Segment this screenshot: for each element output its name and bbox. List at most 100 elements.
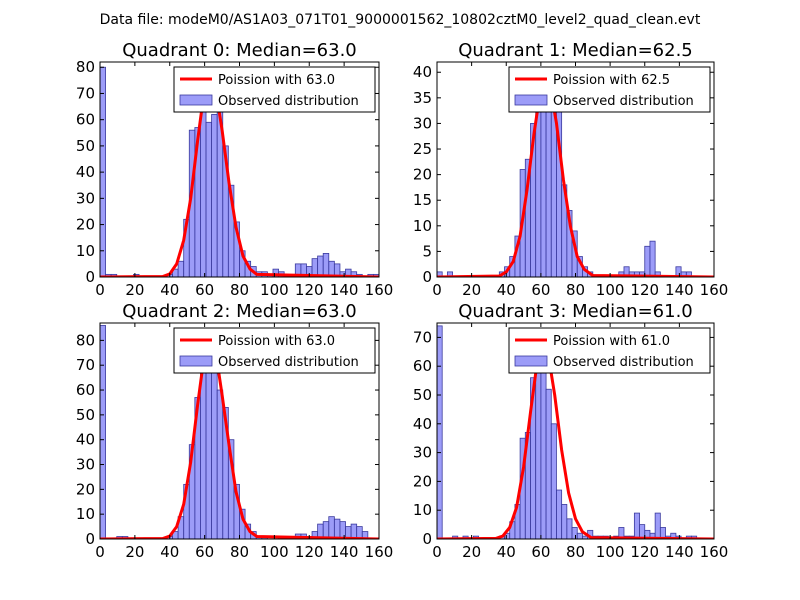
x-tick-label: 60 <box>195 543 214 561</box>
x-tick-label: 120 <box>295 543 324 561</box>
plot-data <box>437 325 714 539</box>
histogram-bar <box>333 518 341 539</box>
x-tick-label: 40 <box>497 281 516 299</box>
x-tick-label: 40 <box>497 543 516 561</box>
histogram-bar <box>205 121 213 277</box>
x-tick-label: 100 <box>260 281 289 299</box>
x-tick-label: 160 <box>700 543 729 561</box>
legend-observed-swatch <box>179 355 213 367</box>
histogram-bar <box>211 114 218 277</box>
y-tick-label: 70 <box>413 328 432 346</box>
x-tick-label: 80 <box>230 543 249 561</box>
legend: Poission with 61.0 Observed distribution <box>508 327 711 374</box>
y-tick-label: 60 <box>413 357 432 375</box>
legend-poisson-label: Poission with 62.5 <box>553 73 670 88</box>
histogram-bar <box>205 347 213 539</box>
legend-poisson-label: Poission with 63.0 <box>218 73 335 88</box>
histogram-bar <box>566 518 573 539</box>
y-tick-label: 40 <box>76 431 95 449</box>
x-tick-label: 100 <box>596 543 625 561</box>
x-tick-label: 100 <box>260 543 289 561</box>
quadrant-0-plot: 0 20 40 60 80 100 120 140 160 0 10 20 30 40 50 60 70 80 Qu… <box>76 40 393 299</box>
legend-observed-label: Observed distribution <box>553 94 694 109</box>
x-tick-label: 160 <box>365 281 394 299</box>
y-tick-label: 50 <box>76 406 95 424</box>
x-tick-label: 20 <box>462 281 481 299</box>
y-tick-label: 0 <box>422 530 432 548</box>
histogram-bar <box>339 521 346 539</box>
legend: Poission with 63.0 Observed distribution <box>173 66 376 113</box>
histogram-bar <box>644 245 651 277</box>
quadrant-title: Quadrant 1: Median=62.5 <box>458 40 693 61</box>
legend: Poission with 63.0 Observed distribution <box>173 327 376 374</box>
quadrant-2-plot: 0 20 40 60 80 100 120 140 160 0 10 20 30 40 50 60 70 80 Qu… <box>76 301 393 561</box>
x-tick-label: 0 <box>95 281 105 299</box>
legend-observed-swatch <box>514 355 548 367</box>
y-tick-label: 70 <box>76 84 95 102</box>
x-tick-label: 140 <box>665 281 694 299</box>
legend-poisson-label: Poission with 61.0 <box>553 334 670 349</box>
y-tick-label: 40 <box>413 63 432 81</box>
legend-poisson-label: Poission with 63.0 <box>218 334 335 349</box>
histogram-bar <box>317 255 324 277</box>
y-tick-label: 10 <box>413 501 432 519</box>
y-tick-label: 30 <box>76 456 95 474</box>
histogram-bar <box>437 325 443 539</box>
x-tick-label: 80 <box>566 281 585 299</box>
quadrant-3-plot: 0 20 40 60 80 100 120 140 160 0 10 20 30 40 50 60 70 Quad… <box>413 301 728 561</box>
legend-observed-swatch <box>514 94 548 106</box>
histogram-bar <box>211 359 218 539</box>
histogram-bar <box>177 260 185 277</box>
y-tick-label: 30 <box>413 114 432 132</box>
x-tick-label: 140 <box>665 543 694 561</box>
histogram-bar <box>535 107 542 277</box>
histogram-bar <box>545 388 552 539</box>
y-tick-label: 20 <box>76 216 95 234</box>
x-tick-label: 160 <box>700 281 729 299</box>
histogram-bar <box>350 523 358 539</box>
x-tick-label: 60 <box>531 543 550 561</box>
y-tick-label: 50 <box>76 137 95 155</box>
figure-suptitle: Data file: modeM0/AS1A03_071T01_90000015… <box>100 12 701 28</box>
x-tick-label: 120 <box>630 543 659 561</box>
histogram-bar <box>654 512 661 539</box>
x-tick-label: 120 <box>630 281 659 299</box>
legend: Poission with 62.5 Observed distribution <box>508 66 711 113</box>
x-tick-label: 20 <box>125 543 144 561</box>
y-tick-label: 5 <box>422 242 432 260</box>
x-tick-label: 0 <box>95 543 105 561</box>
y-tick-label: 60 <box>76 381 95 399</box>
histogram-bar <box>322 253 330 277</box>
x-tick-label: 80 <box>230 281 249 299</box>
y-tick-label: 0 <box>85 268 95 286</box>
histogram-bar <box>649 240 656 277</box>
x-tick-label: 0 <box>432 543 442 561</box>
x-tick-label: 100 <box>596 281 625 299</box>
histogram-bar <box>550 423 557 539</box>
x-tick-label: 120 <box>295 281 324 299</box>
histogram-bar <box>556 489 563 539</box>
y-tick-label: 35 <box>413 89 432 107</box>
quadrant-1-plot: 0 20 40 60 80 100 120 140 160 0 5 10 15 20 25 30 35 40 Qua… <box>413 40 728 299</box>
histogram-bar <box>633 512 640 539</box>
quadrant-title: Quadrant 3: Median=61.0 <box>458 301 693 322</box>
y-tick-label: 30 <box>413 444 432 462</box>
y-tick-label: 30 <box>76 189 95 207</box>
y-tick-label: 40 <box>76 163 95 181</box>
histogram-bar <box>216 389 224 539</box>
histogram-bar <box>233 221 240 277</box>
x-tick-label: 60 <box>195 281 214 299</box>
y-tick-label: 60 <box>76 111 95 129</box>
x-tick-label: 20 <box>125 281 144 299</box>
x-tick-label: 160 <box>365 543 394 561</box>
histogram-bar <box>328 516 335 539</box>
plot-data <box>100 325 379 539</box>
x-tick-label: 80 <box>566 543 585 561</box>
legend-observed-swatch <box>179 94 213 106</box>
y-tick-label: 80 <box>76 331 95 349</box>
y-tick-label: 15 <box>413 191 432 209</box>
histogram-bar <box>571 527 578 539</box>
y-tick-label: 80 <box>76 58 95 76</box>
histogram-bar <box>576 532 583 539</box>
